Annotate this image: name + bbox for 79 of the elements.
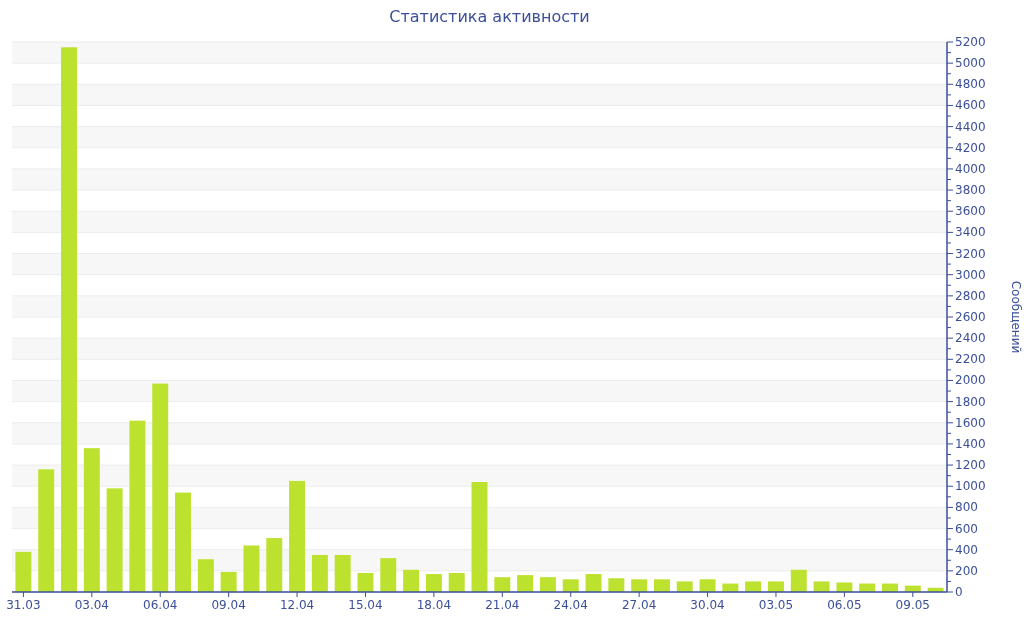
- y-tick-label: 600: [955, 521, 978, 536]
- y-tick-label: 800: [955, 500, 978, 515]
- x-tick-label: 31.03: [6, 598, 41, 612]
- bar: [243, 545, 260, 592]
- bar: [631, 579, 648, 592]
- x-tick-label: 12.04: [279, 598, 315, 612]
- y-tick-label: 4600: [955, 98, 986, 113]
- bar: [790, 569, 807, 592]
- x-tick-label: 09.05: [895, 598, 930, 612]
- y-axis-title: Сообщений: [1009, 280, 1023, 354]
- bar: [676, 581, 693, 592]
- bar: [836, 582, 853, 592]
- x-tick-label: 24.04: [553, 598, 588, 612]
- x-tick-label: 06.05: [827, 598, 862, 612]
- bar: [425, 574, 442, 592]
- y-tick-label: 2200: [955, 352, 986, 367]
- y-tick-label: 3800: [955, 183, 986, 198]
- bar: [767, 581, 784, 592]
- y-tick-label: 4000: [955, 161, 986, 176]
- y-tick-label: 0: [955, 585, 963, 599]
- y-tick-label: 1400: [955, 436, 986, 451]
- bar: [699, 579, 716, 592]
- bar: [517, 575, 534, 592]
- bar: [813, 581, 830, 592]
- y-tick-label: 1000: [955, 479, 986, 494]
- y-tick-label: 4400: [955, 119, 986, 134]
- bar: [129, 420, 146, 592]
- bar: [197, 559, 214, 592]
- bar: [585, 574, 602, 592]
- bar: [266, 538, 283, 592]
- bar: [311, 554, 328, 592]
- y-tick-label: 3400: [955, 225, 986, 240]
- bar: [289, 480, 306, 592]
- bar: [220, 571, 237, 592]
- bar: [562, 579, 579, 592]
- bar: [15, 551, 32, 592]
- bar: [471, 482, 488, 592]
- y-tick-label: 1200: [955, 458, 986, 473]
- y-tick-label: 4800: [955, 77, 986, 92]
- bar: [539, 577, 556, 592]
- bar: [334, 554, 351, 592]
- bar: [38, 469, 55, 592]
- y-tick-label: 3000: [955, 267, 986, 282]
- bar: [494, 577, 511, 592]
- y-tick-label: 1800: [955, 394, 986, 409]
- bar: [61, 47, 77, 592]
- chart-title: Статистика активности: [389, 7, 590, 26]
- x-tick-label: 09.04: [211, 598, 246, 612]
- y-tick-label: 3200: [955, 246, 986, 261]
- x-tick-label: 30.04: [690, 598, 725, 612]
- y-tick-label: 1600: [955, 415, 986, 430]
- bar: [106, 488, 123, 592]
- x-tick-label: 18.04: [416, 598, 452, 612]
- x-tick-label: 15.04: [348, 598, 383, 612]
- x-tick-label: 03.05: [758, 598, 794, 612]
- y-tick-label: 2800: [955, 288, 986, 303]
- y-tick-label: 2600: [955, 310, 986, 324]
- y-tick-label: 4200: [955, 140, 986, 155]
- y-tick-label: 2400: [955, 331, 986, 346]
- bar: [357, 572, 374, 592]
- y-tick-label: 5200: [955, 35, 986, 49]
- y-tick-label: 3600: [955, 204, 986, 219]
- bar: [403, 569, 420, 592]
- x-tick-label: 06.04: [143, 598, 178, 612]
- bar: [745, 581, 762, 592]
- bar: [175, 492, 192, 592]
- bar: [448, 572, 465, 592]
- y-tick-label: 5000: [955, 56, 986, 71]
- bar: [152, 383, 169, 592]
- y-tick-label: 2000: [955, 373, 986, 388]
- x-tick-label: 03.04: [74, 598, 109, 612]
- y-tick-label: 200: [955, 563, 978, 578]
- x-tick-label: 21.04: [485, 598, 520, 612]
- y-tick-label: 400: [955, 542, 978, 557]
- bar: [380, 558, 397, 592]
- x-tick-label: 27.04: [621, 598, 657, 612]
- bar: [608, 578, 625, 592]
- bar: [83, 448, 100, 592]
- bar: [653, 579, 670, 592]
